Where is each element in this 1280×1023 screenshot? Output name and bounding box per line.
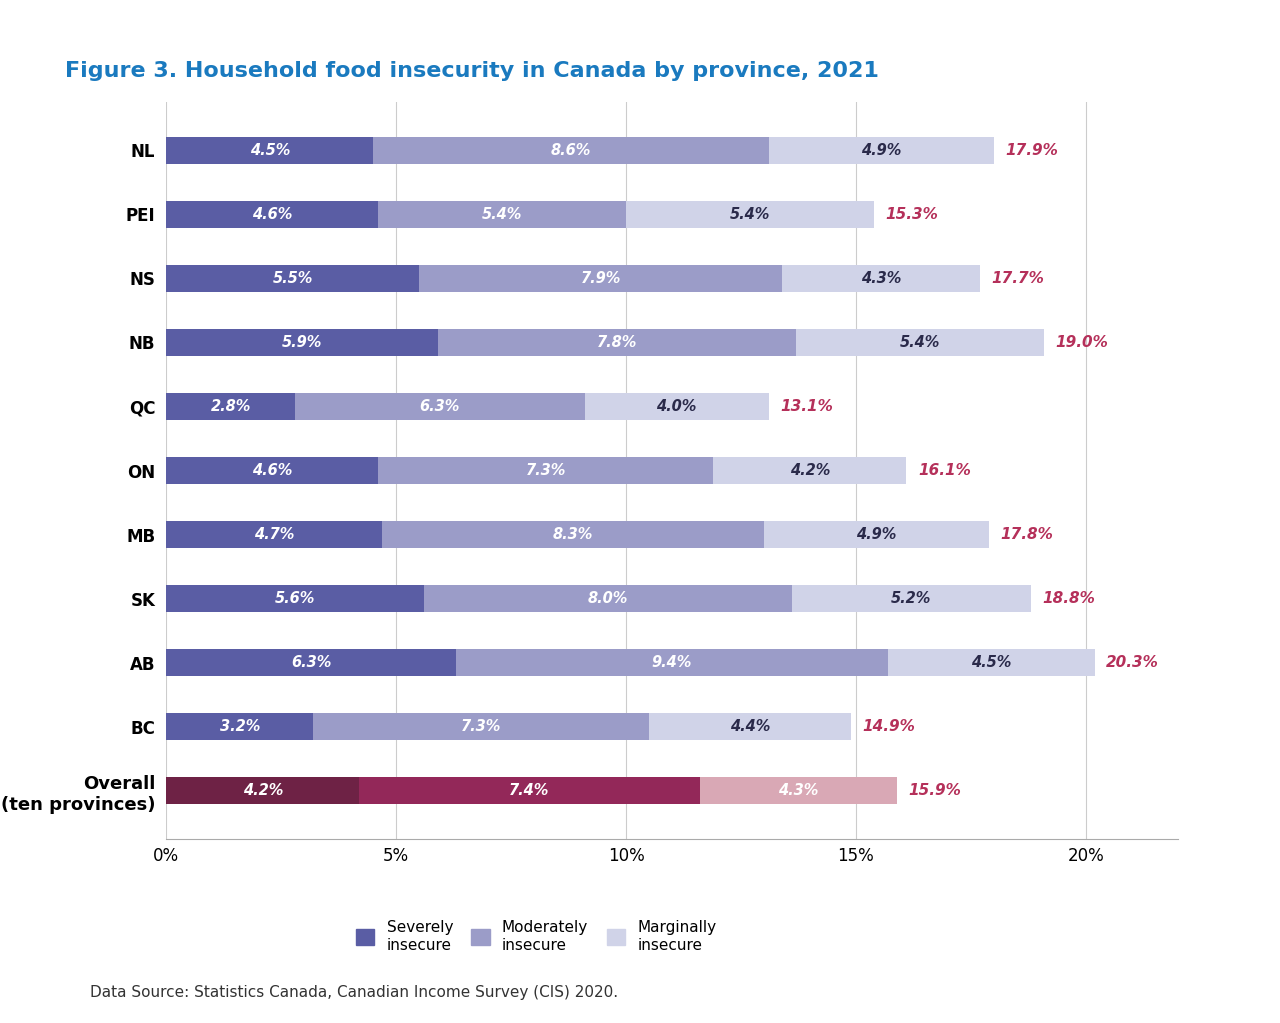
Text: 4.9%: 4.9% [856, 527, 897, 542]
Text: 16.1%: 16.1% [918, 463, 970, 478]
Bar [700, 777, 897, 804]
Text: 17.9%: 17.9% [1005, 143, 1059, 158]
Text: 8.3%: 8.3% [553, 527, 594, 542]
Bar [888, 650, 1094, 676]
Text: 4.2%: 4.2% [790, 463, 829, 478]
Bar [713, 457, 906, 484]
Bar [585, 393, 768, 420]
Text: 18.8%: 18.8% [1042, 591, 1094, 607]
Text: 4.4%: 4.4% [730, 719, 771, 735]
Bar [796, 329, 1044, 356]
Bar [360, 777, 700, 804]
Bar [374, 137, 768, 164]
Text: 20.3%: 20.3% [1106, 655, 1160, 670]
Bar [166, 329, 438, 356]
Text: 4.5%: 4.5% [972, 655, 1011, 670]
Text: 5.5%: 5.5% [273, 271, 314, 286]
Bar [438, 329, 796, 356]
Bar [383, 521, 764, 548]
Text: 5.6%: 5.6% [275, 591, 315, 607]
Text: 6.3%: 6.3% [420, 399, 460, 414]
Text: 13.1%: 13.1% [780, 399, 833, 414]
Text: 9.4%: 9.4% [652, 655, 692, 670]
Text: 7.4%: 7.4% [509, 784, 549, 798]
Bar [420, 265, 782, 292]
Bar [166, 265, 420, 292]
Bar [296, 393, 585, 420]
Text: 7.3%: 7.3% [525, 463, 566, 478]
Bar [166, 585, 424, 612]
Text: 8.0%: 8.0% [588, 591, 627, 607]
Text: 19.0%: 19.0% [1056, 335, 1108, 350]
Text: 7.3%: 7.3% [461, 719, 502, 735]
Bar [626, 201, 874, 228]
Text: 4.5%: 4.5% [250, 143, 291, 158]
Bar [314, 713, 649, 741]
Text: 7.9%: 7.9% [581, 271, 621, 286]
Text: 4.2%: 4.2% [243, 784, 283, 798]
Bar [166, 521, 383, 548]
Bar [166, 650, 456, 676]
Text: 4.9%: 4.9% [861, 143, 901, 158]
Bar [166, 137, 374, 164]
Text: 17.7%: 17.7% [992, 271, 1044, 286]
Bar [166, 393, 296, 420]
Text: 14.9%: 14.9% [863, 719, 915, 735]
Text: 3.2%: 3.2% [220, 719, 260, 735]
Bar [166, 777, 360, 804]
Bar [782, 265, 980, 292]
Legend: Severely
insecure, Moderately
insecure, Marginally
insecure: Severely insecure, Moderately insecure, … [356, 920, 717, 952]
Bar [456, 650, 888, 676]
Text: 4.6%: 4.6% [252, 207, 292, 222]
Text: 15.3%: 15.3% [886, 207, 938, 222]
Text: 4.6%: 4.6% [252, 463, 292, 478]
Text: Data Source: Statistics Canada, Canadian Income Survey (CIS) 2020.: Data Source: Statistics Canada, Canadian… [90, 985, 618, 1000]
Bar [166, 201, 378, 228]
Bar [166, 457, 378, 484]
Text: 2.8%: 2.8% [211, 399, 251, 414]
Bar [649, 713, 851, 741]
Text: 8.6%: 8.6% [550, 143, 591, 158]
Text: 6.3%: 6.3% [291, 655, 332, 670]
Text: 4.3%: 4.3% [861, 271, 901, 286]
Text: 7.8%: 7.8% [596, 335, 637, 350]
Text: 5.4%: 5.4% [730, 207, 771, 222]
Text: Figure 3. Household food insecurity in Canada by province, 2021: Figure 3. Household food insecurity in C… [65, 61, 879, 81]
Bar [768, 137, 993, 164]
Text: 5.2%: 5.2% [891, 591, 931, 607]
Text: 4.0%: 4.0% [657, 399, 696, 414]
Bar [166, 713, 314, 741]
Text: 4.3%: 4.3% [778, 784, 819, 798]
Bar [378, 201, 626, 228]
Text: 15.9%: 15.9% [909, 784, 961, 798]
Text: 5.9%: 5.9% [282, 335, 323, 350]
Text: 17.8%: 17.8% [1001, 527, 1053, 542]
Text: 4.7%: 4.7% [255, 527, 294, 542]
Bar [764, 521, 989, 548]
Bar [424, 585, 791, 612]
Text: 5.4%: 5.4% [481, 207, 522, 222]
Bar [378, 457, 713, 484]
Text: 5.4%: 5.4% [900, 335, 941, 350]
Bar [791, 585, 1030, 612]
